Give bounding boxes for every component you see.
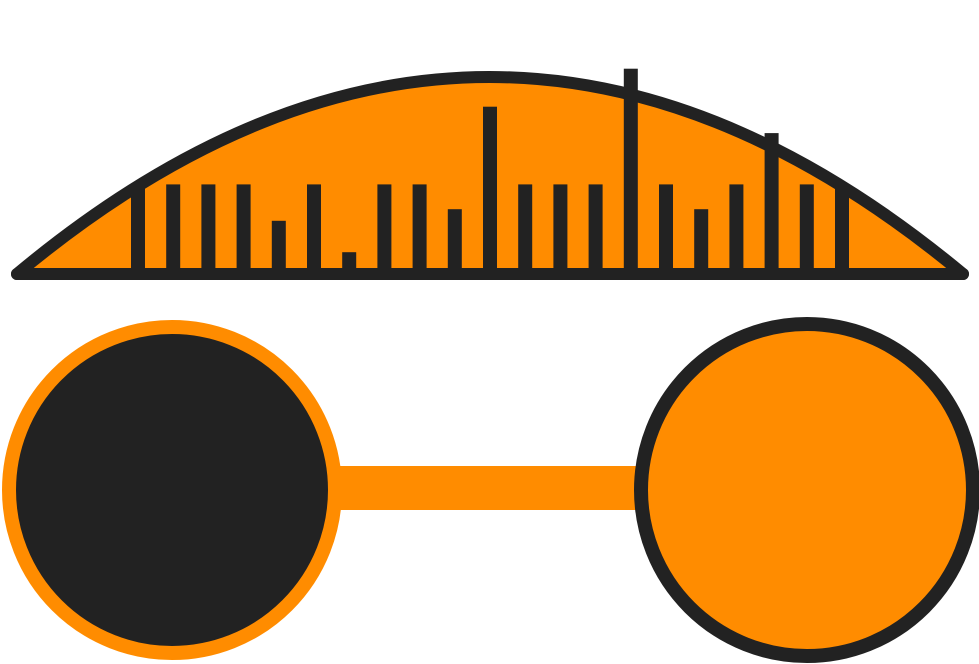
- dome-bar: [307, 184, 321, 272]
- right-node-circle: [634, 317, 979, 663]
- dome-bar: [447, 209, 462, 272]
- connector-bar: [320, 466, 650, 510]
- left-node-circle: [2, 320, 342, 660]
- dome-bar: [412, 184, 427, 272]
- dome-bar: [377, 184, 392, 272]
- dome-bar: [483, 106, 497, 272]
- dome-bar: [659, 184, 673, 272]
- dome-bar: [166, 184, 181, 272]
- dome-bar: [271, 220, 286, 272]
- dome-bar: [553, 184, 568, 272]
- dome-bars: [131, 68, 849, 272]
- dome-bar: [799, 184, 814, 272]
- dome-bar: [729, 184, 744, 272]
- dome-bar: [236, 184, 251, 272]
- dome-bar: [201, 184, 216, 272]
- dome-bar: [764, 133, 779, 272]
- dome-bar: [694, 209, 709, 272]
- dome-bar: [342, 252, 357, 272]
- dome-bar: [623, 68, 638, 272]
- dome-bar: [835, 184, 849, 272]
- dome-bar: [518, 184, 533, 272]
- dome-bar: [588, 184, 603, 272]
- dome-bar: [131, 184, 145, 272]
